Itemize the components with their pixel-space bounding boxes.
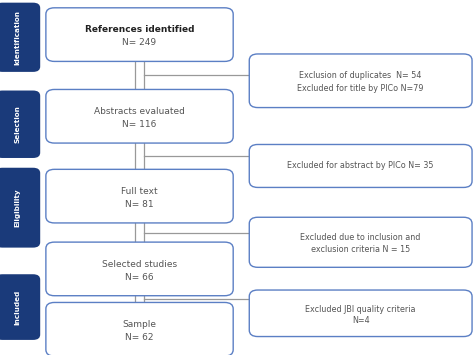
Text: N= 66: N= 66 [125,273,154,282]
Text: Exclusion of duplicates  N= 54: Exclusion of duplicates N= 54 [299,71,422,80]
FancyBboxPatch shape [46,242,233,296]
Text: Included: Included [15,289,21,325]
Text: Excluded for title by PICo N=79: Excluded for title by PICo N=79 [298,84,424,93]
FancyBboxPatch shape [0,91,40,158]
Text: Selection: Selection [15,105,21,143]
Text: Sample: Sample [123,320,157,329]
Text: Excluded for abstract by PICo N= 35: Excluded for abstract by PICo N= 35 [288,162,434,170]
FancyBboxPatch shape [46,169,233,223]
Text: References identified: References identified [85,25,194,34]
Text: N= 116: N= 116 [123,120,157,129]
Text: exclusion criteria N = 15: exclusion criteria N = 15 [311,245,410,254]
FancyBboxPatch shape [249,144,472,187]
FancyBboxPatch shape [0,274,40,340]
FancyBboxPatch shape [46,8,233,61]
FancyBboxPatch shape [249,54,472,108]
Text: Identification: Identification [15,10,21,65]
Text: N= 81: N= 81 [125,200,154,209]
FancyBboxPatch shape [46,89,233,143]
Text: Eligibility: Eligibility [15,189,21,227]
FancyBboxPatch shape [0,168,40,248]
Text: Excluded due to inclusion and: Excluded due to inclusion and [300,233,421,242]
Text: Full text: Full text [121,187,158,196]
Text: Excluded JBI quality criteria: Excluded JBI quality criteria [306,305,416,314]
Text: N=4: N=4 [352,316,369,324]
FancyBboxPatch shape [0,3,40,72]
FancyBboxPatch shape [46,302,233,355]
Text: N= 249: N= 249 [123,38,157,47]
FancyBboxPatch shape [249,290,472,337]
FancyBboxPatch shape [249,217,472,267]
Text: Abstracts evaluated: Abstracts evaluated [94,107,185,116]
Text: N= 62: N= 62 [125,333,154,342]
Text: Selected studies: Selected studies [102,260,177,268]
